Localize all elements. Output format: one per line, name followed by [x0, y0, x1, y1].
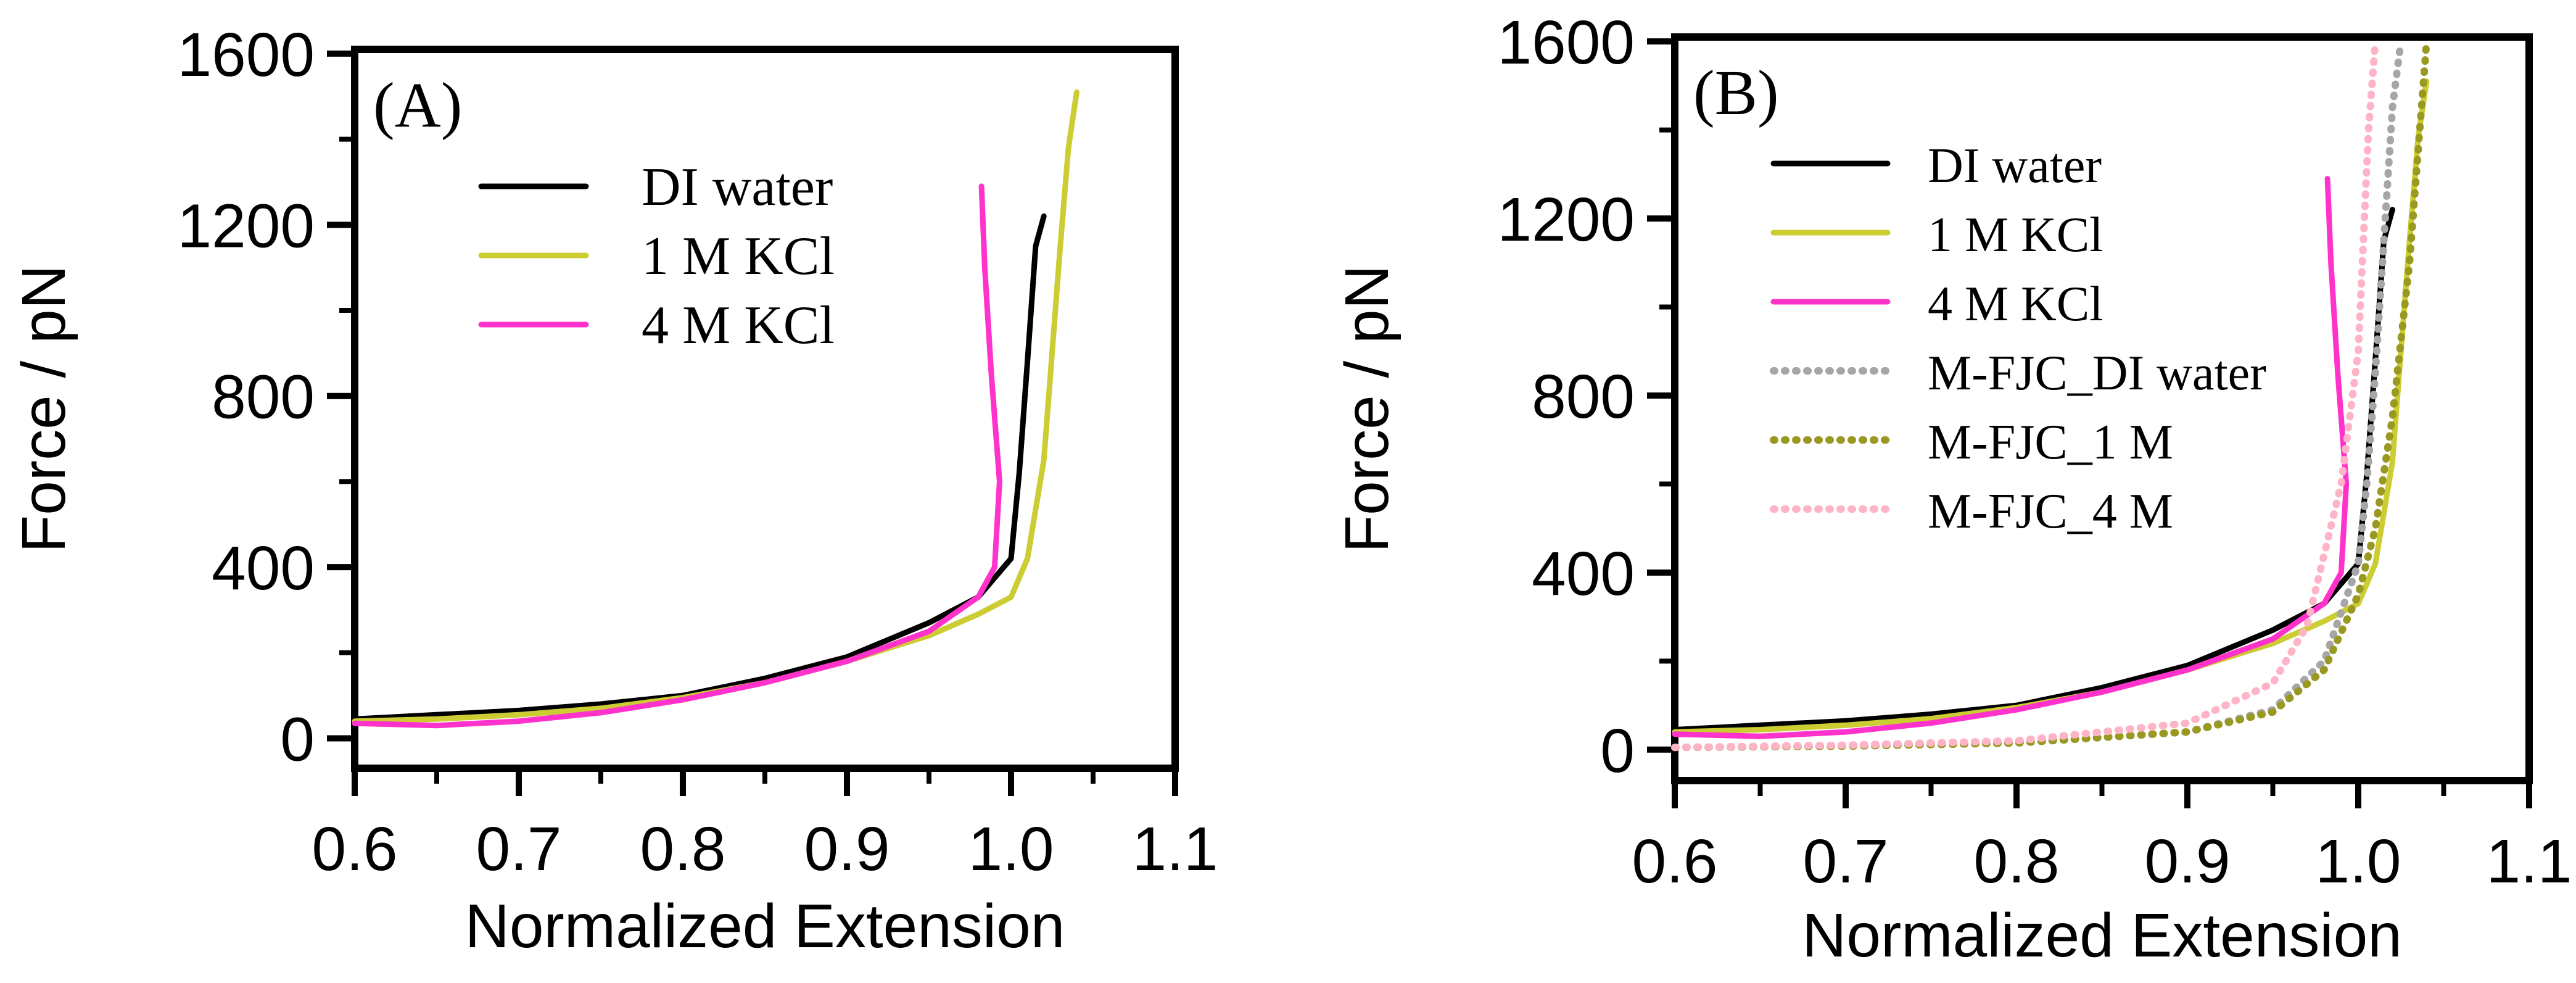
panel-label: (B)	[1693, 57, 1779, 128]
series-line-1-m-kcl	[352, 89, 1080, 724]
series-line-4-m-kcl	[352, 183, 1002, 729]
x-tick-label: 1.1	[2486, 827, 2572, 896]
plot-frame	[1671, 33, 2533, 784]
legend-label: 1 M KCl	[642, 226, 835, 286]
x-tick-label: 0.6	[1632, 827, 1717, 896]
y-tick-label: 400	[212, 534, 315, 603]
series-line-di-water	[352, 213, 1047, 722]
legend-label: M-FJC_DI water	[1928, 346, 2266, 400]
x-tick-label: 0.7	[476, 815, 561, 884]
x-tick-label: 0.7	[1802, 827, 1888, 896]
legend-label: DI water	[1928, 139, 2102, 193]
legend-label: 4 M KCl	[642, 296, 835, 355]
x-tick-label: 1.1	[1132, 815, 1218, 884]
x-tick-label: 1.0	[968, 815, 1054, 884]
legend-label: M-FJC_1 M	[1928, 415, 2173, 470]
y-tick-label: 400	[1532, 539, 1635, 608]
series-line-4-m-kcl	[1672, 176, 2350, 739]
chart-panel-1: 0.6 0.7 0.8 0.9 1.0 1.1 0 400 800 1200 1600 Normali…	[9, 20, 1218, 961]
x-tick-label: 0.8	[1973, 827, 2059, 896]
x-axis-title: Normalized Extension	[1802, 901, 2402, 970]
panel-label: (A)	[373, 70, 462, 141]
y-tick-label: 800	[212, 363, 315, 432]
y-tick-label: 0	[1600, 716, 1635, 786]
legend-label: 4 M KCl	[1928, 277, 2103, 331]
y-tick-label: 1200	[178, 191, 315, 260]
chart-panel-2: 0.6 0.7 0.8 0.9 1.0 1.1 0 400 800 1200 1600 Normali…	[1332, 8, 2572, 970]
legend-label: DI water	[642, 157, 833, 217]
series-line-m-fjc-4-m	[1671, 38, 2379, 752]
y-axis-title: Force / pN	[9, 265, 78, 553]
x-axis-title: Normalized Extension	[465, 892, 1065, 961]
legend-label: M-FJC_4 M	[1928, 484, 2173, 539]
series-line-di-water	[1672, 207, 2395, 732]
y-tick-label: 1600	[178, 20, 315, 89]
legend-label: 1 M KCl	[1928, 208, 2103, 262]
x-tick-label: 1.0	[2315, 827, 2401, 896]
y-tick-label: 0	[280, 705, 315, 774]
y-axis-title: Force / pN	[1332, 265, 1402, 553]
x-tick-label: 0.9	[804, 815, 890, 884]
x-tick-label: 0.9	[2144, 827, 2230, 896]
x-tick-label: 0.8	[640, 815, 725, 884]
y-tick-label: 800	[1532, 362, 1635, 431]
x-tick-label: 0.6	[312, 815, 397, 884]
y-tick-label: 1600	[1498, 8, 1635, 77]
y-tick-label: 1200	[1498, 185, 1635, 254]
